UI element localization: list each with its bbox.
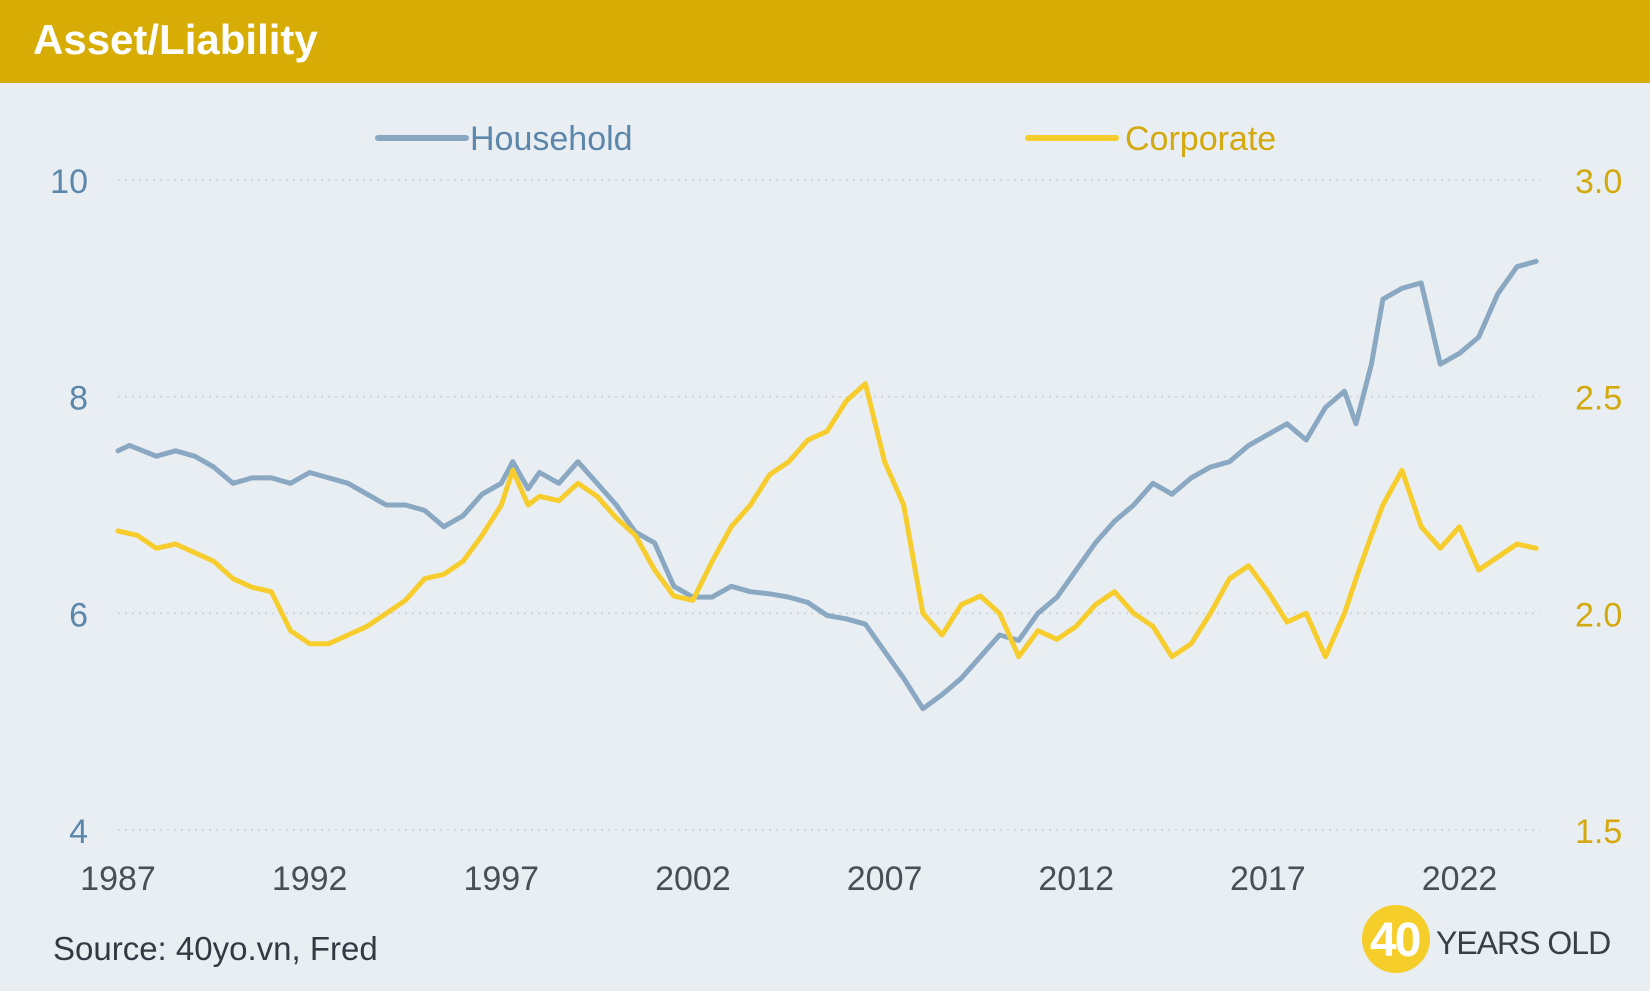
source-note: Source: 40yo.vn, Fred xyxy=(53,930,378,967)
x-axis-tick-label: 1992 xyxy=(272,860,348,898)
logo-text: YEARS OLD xyxy=(1436,925,1611,961)
right-axis-tick-label: 2.0 xyxy=(1575,596,1622,634)
right-axis-tick-label: 3.0 xyxy=(1575,163,1622,201)
right-axis-tick-label: 1.5 xyxy=(1575,813,1622,851)
x-axis-tick-label: 2002 xyxy=(655,860,731,898)
x-axis-tick-label: 2012 xyxy=(1038,860,1114,898)
brand-logo: 40 YEARS OLD xyxy=(1362,905,1642,977)
series-line-household xyxy=(115,258,1539,712)
logo-circle-icon xyxy=(1362,905,1430,973)
logo-number: 40 xyxy=(1370,914,1421,967)
x-axis-tick-label: 2017 xyxy=(1230,860,1306,898)
dual-axis-line-chart: 4 6 8 10 1.5 2.0 2.5 3.0 1987 1992 1997 2002 2007 201… xyxy=(50,120,1622,898)
axis-ticks: 4 6 8 10 1.5 2.0 2.5 3.0 1987 1992 1997 2002 2007 201… xyxy=(50,163,1622,898)
right-axis-tick-label: 2.5 xyxy=(1575,380,1622,418)
gridlines xyxy=(118,179,1540,831)
left-axis-tick-label: 8 xyxy=(69,380,88,418)
legend-label-corporate: Corporate xyxy=(1125,120,1276,158)
left-axis-tick-label: 6 xyxy=(69,596,88,634)
left-axis-tick-label: 4 xyxy=(69,813,88,851)
x-axis-tick-label: 1987 xyxy=(80,860,156,898)
legend: Household Corporate xyxy=(375,120,1276,158)
chart-title: Asset/Liability xyxy=(33,16,318,63)
x-axis-tick-label: 2022 xyxy=(1422,860,1498,898)
title-banner: Asset/Liability xyxy=(0,0,1650,83)
legend-label-household: Household xyxy=(470,120,633,158)
left-axis-tick-label: 10 xyxy=(50,163,88,201)
series-line-corporate xyxy=(115,381,1539,660)
x-axis-tick-label: 1997 xyxy=(463,860,539,898)
series-lines xyxy=(115,258,1539,712)
x-axis-tick-label: 2007 xyxy=(847,860,923,898)
